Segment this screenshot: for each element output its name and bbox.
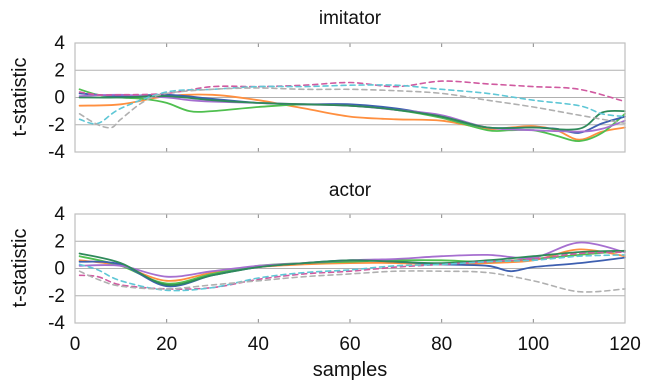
- series-line-imitator-1: [78, 93, 626, 141]
- x-axis-label-actor: samples: [313, 359, 387, 381]
- y-tick-label-actor: -4: [48, 313, 65, 334]
- y-ticks-imitator: 4 2 0 -2 -4: [48, 33, 65, 163]
- panel-actor: actor t-statistic 420-2-4 0 20 40 60 80 100 12…: [9, 180, 641, 381]
- series-line-actor-7: [78, 254, 626, 292]
- series-line-actor-2: [78, 249, 626, 285]
- x-tick-label-actor: 20: [156, 334, 177, 355]
- y-ticks-actor: 4 2 0 -2 -4: [48, 204, 65, 334]
- y-tick-label-actor: 2: [54, 231, 65, 252]
- series-line-imitator-4: [78, 93, 626, 133]
- y-tick-label-actor: 0: [54, 259, 65, 280]
- x-tick-label-actor: 120: [609, 334, 641, 355]
- y-tick-label-actor: -2: [48, 286, 65, 307]
- series-line-imitator-7: [78, 84, 626, 125]
- y-tick-label-imitator: 2: [54, 60, 65, 81]
- plot-frame-actor: [74, 213, 626, 324]
- series-line-actor-8: [78, 270, 626, 293]
- series-line-imitator-5: [78, 95, 626, 131]
- series-line-imitator-3: [78, 92, 626, 134]
- series-group-actor: [78, 241, 626, 293]
- series-line-actor-6: [78, 251, 626, 290]
- plot-frame-imitator: [74, 42, 626, 153]
- x-ticks-actor: 0 20 40 60 80 100 120: [70, 214, 641, 355]
- x-tick-label-actor: 40: [248, 334, 269, 355]
- series-line-imitator-8: [78, 87, 626, 129]
- grid-actor: [75, 213, 625, 324]
- series-line-actor-5: [78, 249, 626, 287]
- x-tick-label-actor: 60: [339, 334, 360, 355]
- panel-title-imitator: imitator: [319, 8, 382, 29]
- series-line-imitator-6: [78, 80, 626, 103]
- y-axis-label-imitator: t-statistic: [9, 58, 31, 137]
- y-tick-label-imitator: 0: [54, 88, 65, 109]
- y-tick-label-imitator: -2: [48, 115, 65, 136]
- panel-imitator: imitator t-statistic 4 2 0 -2 -4: [9, 8, 626, 163]
- panel-title-actor: actor: [329, 180, 372, 201]
- y-tick-label-imitator: -4: [48, 142, 65, 163]
- x-tick-label-actor: 80: [431, 334, 452, 355]
- x-tick-label-actor: 0: [70, 334, 81, 355]
- series-group-imitator: [78, 80, 626, 143]
- y-axis-label-actor: t-statistic: [9, 229, 31, 308]
- y-tick-label-imitator: 4: [54, 33, 65, 54]
- y-tick-label-actor: 4: [54, 204, 65, 225]
- x-tick-label-actor: 100: [517, 334, 549, 355]
